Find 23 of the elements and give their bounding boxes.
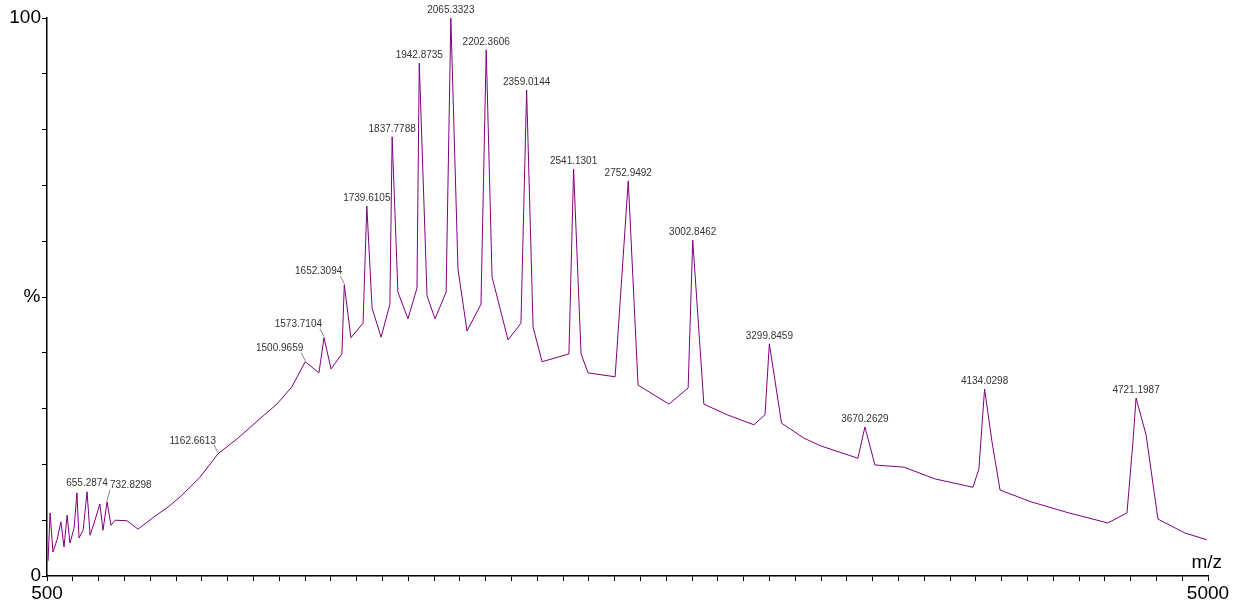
annotation: 1652.3094 bbox=[295, 265, 343, 277]
annotation: 1500.9659 bbox=[255, 342, 304, 354]
annotation: 1942.8735 bbox=[395, 48, 444, 60]
annotation: 4721.1987 bbox=[1112, 383, 1161, 395]
annotation: 3299.8459 bbox=[745, 329, 794, 341]
annotation: 3002.8462 bbox=[669, 225, 717, 237]
annotation: 3670.2629 bbox=[841, 412, 890, 424]
annotation: 1739.6105 bbox=[343, 191, 391, 203]
annotation: 4134.0298 bbox=[960, 374, 1009, 386]
annotation: 732.8298 bbox=[109, 479, 153, 491]
annotation: 1162.6613 bbox=[169, 434, 217, 446]
y-axis-title: % bbox=[23, 285, 41, 307]
annotation: 655.2874 bbox=[66, 477, 109, 489]
annotation: 2202.3606 bbox=[462, 35, 511, 47]
y-tick-label: 100 bbox=[9, 6, 41, 28]
annotation: 2541.1301 bbox=[549, 154, 598, 166]
x-tick-label: 5000 bbox=[1186, 581, 1230, 600]
annotation: 2359.0144 bbox=[502, 75, 551, 87]
annotation: 2752.9492 bbox=[604, 166, 653, 178]
annotation: 1837.7788 bbox=[368, 122, 417, 134]
annotation: 2065.3323 bbox=[427, 3, 475, 15]
x-axis-title: m/z bbox=[1191, 550, 1222, 572]
annotation: 1573.7104 bbox=[274, 318, 323, 330]
